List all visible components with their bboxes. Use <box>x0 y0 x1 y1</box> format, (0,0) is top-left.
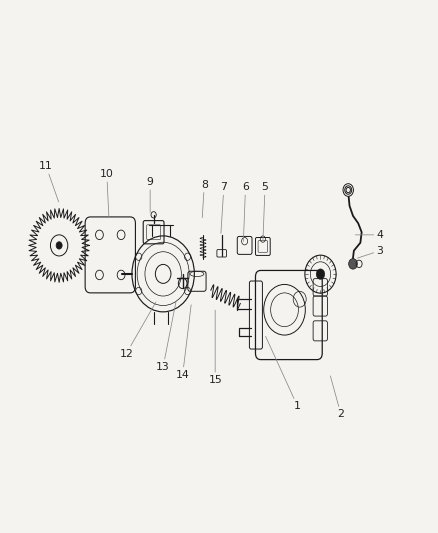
Circle shape <box>315 269 324 279</box>
Circle shape <box>348 259 357 269</box>
Text: 11: 11 <box>39 161 59 202</box>
Text: 12: 12 <box>119 302 155 359</box>
Text: 1: 1 <box>265 336 300 411</box>
Text: 5: 5 <box>261 182 268 241</box>
Text: 10: 10 <box>99 169 113 217</box>
Text: 3: 3 <box>357 246 382 258</box>
Text: 6: 6 <box>241 182 248 241</box>
Text: 15: 15 <box>208 310 222 385</box>
Text: 9: 9 <box>146 177 153 212</box>
Circle shape <box>56 241 62 249</box>
Text: 8: 8 <box>201 180 207 217</box>
Text: 7: 7 <box>220 182 227 233</box>
Text: 14: 14 <box>175 305 191 379</box>
Text: 13: 13 <box>156 302 176 372</box>
Text: 4: 4 <box>354 230 382 240</box>
Text: 2: 2 <box>330 376 343 419</box>
